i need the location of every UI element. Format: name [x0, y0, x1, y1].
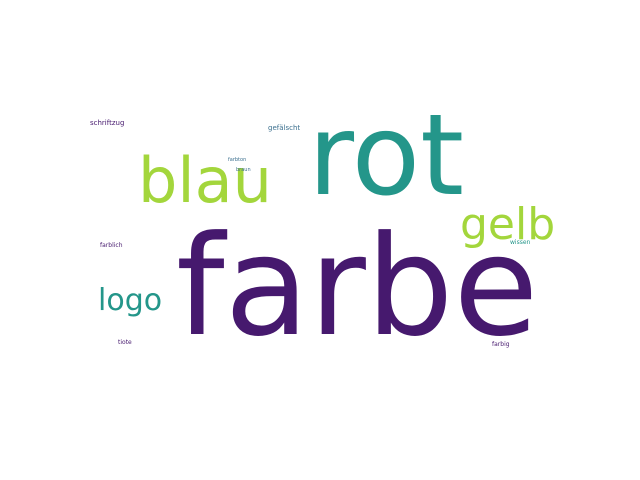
- word-farbton: farbton: [228, 157, 247, 163]
- word-farblich: farblich: [100, 242, 123, 249]
- word-tiote: tiote: [118, 339, 132, 346]
- word-wissen: wissen: [510, 239, 531, 246]
- word-braun: braun: [236, 167, 251, 173]
- word-gefalscht: gefälscht: [268, 124, 301, 132]
- word-gelb: gelb: [460, 199, 556, 250]
- word-logo: logo: [98, 283, 163, 318]
- word-farbe: farbe: [176, 206, 539, 367]
- word-schriftzug: schriftzug: [90, 119, 125, 127]
- word-rot: rot: [308, 91, 465, 221]
- word-farbig: farbig: [492, 341, 510, 348]
- word-blau: blau: [138, 144, 272, 217]
